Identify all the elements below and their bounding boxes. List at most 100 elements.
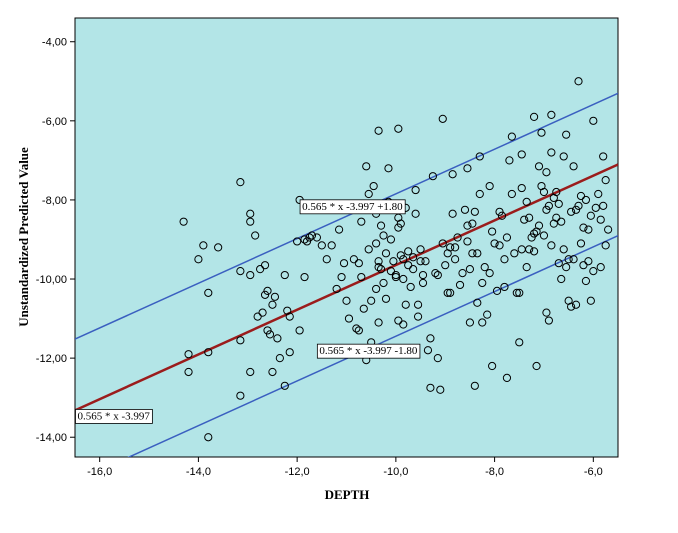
data-point bbox=[367, 296, 376, 305]
data-point bbox=[451, 255, 460, 264]
data-point bbox=[544, 201, 553, 210]
data-point bbox=[502, 233, 512, 242]
data-point bbox=[342, 296, 351, 305]
data-point bbox=[258, 308, 267, 317]
data-point bbox=[529, 229, 539, 238]
data-point bbox=[547, 148, 556, 157]
data-point bbox=[571, 300, 581, 309]
data-point bbox=[483, 310, 492, 319]
data-point bbox=[448, 170, 457, 179]
data-point bbox=[510, 249, 519, 258]
data-point bbox=[601, 176, 610, 185]
data-point bbox=[544, 316, 553, 325]
y-tick-label: -12,00 bbox=[36, 353, 67, 365]
data-point bbox=[433, 354, 442, 363]
y-axis-title: Unstandardized Predicted Value bbox=[16, 147, 31, 327]
data-point bbox=[416, 245, 425, 254]
plot-area bbox=[74, 17, 619, 458]
data-point bbox=[268, 367, 277, 377]
data-point bbox=[194, 255, 203, 264]
x-tick-label: -8,0 bbox=[485, 466, 504, 478]
data-point bbox=[562, 263, 571, 272]
data-point bbox=[532, 361, 541, 371]
data-point bbox=[589, 267, 598, 276]
data-point bbox=[372, 284, 381, 294]
data-point bbox=[507, 132, 516, 141]
data-point bbox=[470, 381, 479, 390]
data-point bbox=[246, 367, 255, 377]
data-point bbox=[500, 255, 509, 264]
data-point bbox=[579, 261, 588, 270]
data-point bbox=[576, 191, 586, 201]
data-point bbox=[438, 239, 447, 248]
data-point bbox=[534, 221, 544, 230]
data-point bbox=[260, 261, 270, 270]
data-point bbox=[520, 215, 529, 224]
x-tick-label: -16,0 bbox=[87, 466, 112, 478]
data-point bbox=[270, 292, 280, 301]
data-point bbox=[354, 326, 363, 335]
data-point bbox=[529, 112, 539, 121]
data-point bbox=[307, 231, 317, 240]
data-point bbox=[386, 267, 396, 276]
data-point bbox=[562, 130, 571, 139]
data-point bbox=[495, 207, 504, 216]
data-point bbox=[542, 308, 551, 317]
data-point bbox=[539, 187, 549, 197]
data-point bbox=[490, 239, 499, 248]
data-point bbox=[396, 219, 405, 228]
data-point bbox=[317, 241, 326, 250]
data-point bbox=[300, 272, 309, 282]
data-point bbox=[507, 189, 516, 199]
data-point bbox=[552, 187, 561, 197]
data-point bbox=[184, 367, 193, 377]
data-point bbox=[527, 233, 536, 242]
data-point bbox=[275, 354, 284, 363]
data-point bbox=[552, 213, 561, 222]
data-point bbox=[515, 288, 524, 297]
data-point bbox=[517, 150, 526, 159]
data-point bbox=[475, 189, 484, 199]
data-point bbox=[334, 225, 344, 234]
data-point bbox=[591, 203, 600, 212]
data-point bbox=[460, 205, 470, 214]
data-point bbox=[394, 223, 403, 232]
data-point bbox=[488, 361, 497, 371]
data-point bbox=[567, 207, 576, 216]
data-point bbox=[579, 223, 588, 232]
data-point bbox=[569, 162, 578, 171]
data-point bbox=[567, 302, 576, 311]
data-point bbox=[554, 259, 563, 268]
data-point bbox=[517, 183, 526, 193]
data-point bbox=[589, 116, 598, 125]
data-point bbox=[364, 245, 373, 254]
data-point bbox=[547, 110, 556, 119]
data-point bbox=[599, 152, 608, 161]
data-point bbox=[399, 274, 408, 284]
data-point bbox=[446, 288, 455, 297]
data-point bbox=[416, 257, 425, 266]
data-point bbox=[463, 164, 472, 173]
data-point bbox=[389, 257, 398, 266]
data-point bbox=[604, 225, 613, 234]
data-point bbox=[433, 270, 442, 280]
data-point bbox=[436, 385, 445, 394]
data-point bbox=[332, 284, 341, 294]
data-point bbox=[391, 270, 400, 280]
data-point bbox=[295, 326, 304, 335]
data-point bbox=[236, 178, 245, 187]
data-points bbox=[179, 77, 613, 442]
data-point bbox=[576, 239, 586, 248]
y-tick-label: -10,00 bbox=[36, 274, 67, 286]
data-point bbox=[312, 233, 321, 242]
x-tick-label: -12,0 bbox=[285, 466, 310, 478]
data-point bbox=[179, 217, 188, 226]
data-point bbox=[581, 195, 591, 205]
data-point bbox=[488, 227, 497, 236]
data-point bbox=[236, 267, 245, 276]
data-point bbox=[260, 290, 270, 299]
data-point bbox=[411, 185, 420, 195]
data-point bbox=[379, 231, 388, 240]
data-point bbox=[475, 152, 484, 161]
data-point bbox=[438, 114, 447, 123]
